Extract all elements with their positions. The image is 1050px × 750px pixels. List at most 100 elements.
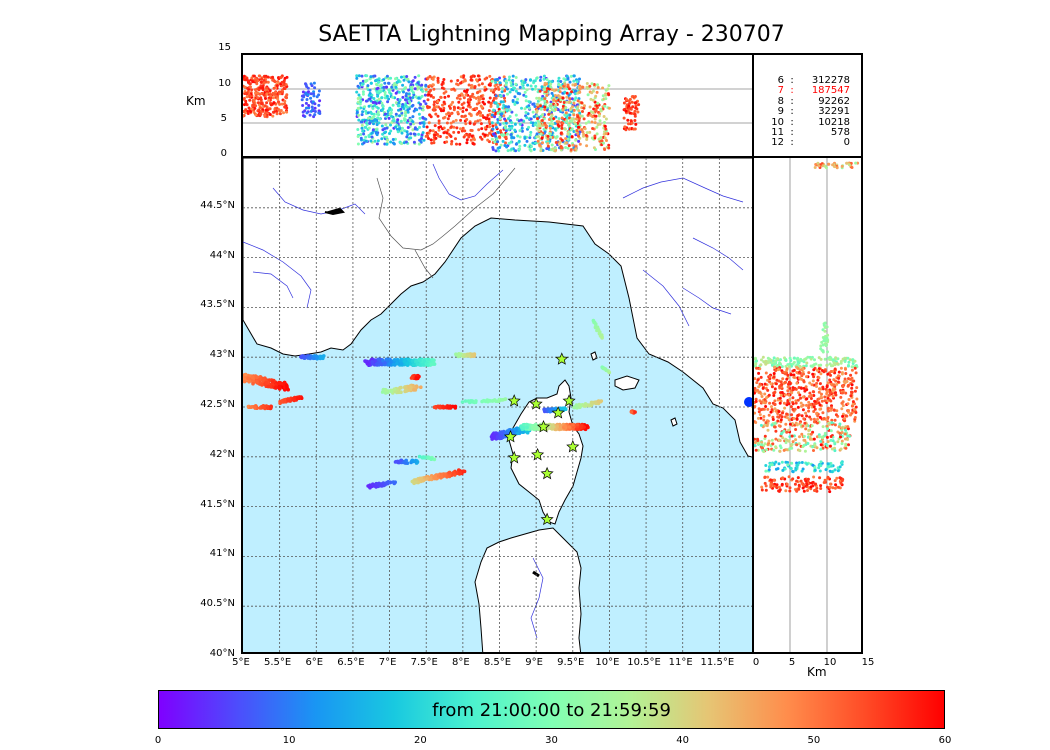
- lat-altitude-source: [774, 467, 778, 471]
- lat-altitude-source: [850, 166, 854, 169]
- altitude-source: [569, 148, 573, 152]
- altitude-source: [586, 87, 589, 90]
- altitude-source: [361, 82, 365, 86]
- altitude-source: [421, 108, 425, 112]
- altitude-source: [391, 88, 395, 92]
- lightning-source: [388, 480, 393, 485]
- altitude-source: [523, 107, 527, 111]
- altitude-source: [368, 97, 372, 101]
- lat-altitude-source: [773, 366, 777, 370]
- lightning-source: [470, 352, 474, 357]
- altitude-source: [550, 80, 554, 84]
- altitude-source: [508, 108, 512, 112]
- altitude-source: [355, 74, 359, 78]
- lat-altitude-source: [812, 390, 816, 394]
- altitude-source: [634, 104, 638, 108]
- altitude-source: [480, 105, 484, 109]
- lat-altitude-source: [775, 364, 779, 367]
- lat-altitude-source: [836, 357, 840, 361]
- lat-altitude-source: [791, 407, 795, 411]
- lat-altitude-source: [828, 358, 832, 361]
- altitude-source: [360, 126, 364, 130]
- colorbar-tick: 10: [282, 735, 296, 746]
- lat-altitude-source: [813, 407, 817, 411]
- altitude-source: [256, 96, 260, 100]
- lat-altitude-source: [825, 363, 829, 367]
- lat-altitude-source: [773, 425, 776, 429]
- altitude-source: [535, 135, 539, 139]
- altitude-source: [421, 131, 425, 135]
- lat-altitude-source: [762, 415, 766, 418]
- altitude-source: [372, 97, 376, 100]
- altitude-source: [574, 147, 578, 151]
- lat-altitude-source: [767, 360, 771, 364]
- altitude-source: [449, 112, 453, 116]
- lat-altitude-source: [825, 325, 829, 329]
- lat-altitude-source: [803, 358, 806, 361]
- altitude-source: [457, 130, 461, 134]
- altitude-source: [357, 118, 361, 122]
- altitude-source: [415, 108, 419, 112]
- altitude-source: [254, 79, 258, 83]
- lightning-source: [550, 423, 555, 428]
- altitude-source: [514, 149, 518, 153]
- lat-altitude-source: [787, 418, 791, 422]
- altitude-source: [455, 96, 459, 100]
- altitude-source: [280, 80, 284, 84]
- altitude-source: [488, 112, 492, 116]
- lat-altitude-source: [795, 423, 799, 427]
- altitude-source: [441, 80, 445, 84]
- altitude-source: [479, 114, 482, 117]
- lat-altitude-source: [826, 407, 830, 411]
- altitude-source: [592, 107, 596, 111]
- lightning-source: [402, 359, 407, 364]
- altitude-source: [550, 115, 553, 119]
- altitude-source: [472, 137, 476, 141]
- lat-altitude-source: [823, 399, 827, 403]
- altitude-source: [535, 109, 539, 113]
- altitude-source: [477, 83, 481, 87]
- lat-altitude-source: [806, 489, 809, 492]
- lat-altitude-source: [785, 412, 789, 416]
- map-panel[interactable]: [241, 156, 754, 654]
- altitude-source: [514, 142, 518, 146]
- altitude-source: [364, 135, 368, 139]
- altitude-source: [509, 84, 513, 87]
- lightning-source: [414, 480, 418, 485]
- altitude-source: [483, 85, 487, 89]
- lat-altitude-source: [823, 321, 827, 325]
- country-border: [376, 167, 516, 251]
- lat-altitude-source: [831, 163, 835, 167]
- lightning-source: [262, 377, 266, 381]
- lat-altitude-source: [853, 359, 857, 363]
- lat-altitude-source: [814, 163, 818, 166]
- altitude-source: [312, 81, 316, 85]
- altitude-source: [560, 146, 564, 150]
- lat-altitude-source: [834, 379, 838, 383]
- altitude-source: [527, 125, 531, 129]
- lat-altitude-source: [754, 391, 756, 395]
- altitude-source: [560, 116, 564, 120]
- altitude-source: [372, 114, 376, 118]
- altitude-source: [535, 96, 539, 100]
- altitude-source: [564, 137, 568, 141]
- lat-altitude-source: [812, 363, 815, 367]
- altitude-source: [520, 129, 524, 133]
- altitude-source: [568, 113, 572, 117]
- altitude-source: [467, 135, 471, 139]
- altitude-source: [387, 97, 391, 101]
- altitude-source: [483, 102, 486, 106]
- altitude-source: [283, 99, 287, 103]
- lat-altitude-source: [809, 485, 813, 489]
- altitude-source: [633, 119, 637, 122]
- altitude-source: [480, 82, 484, 86]
- altitude-source: [518, 92, 522, 96]
- altitude-source: [397, 108, 400, 112]
- altitude-source: [304, 106, 308, 110]
- lat-altitude-source: [855, 386, 859, 390]
- altitude-source: [570, 97, 574, 101]
- lat-altitude-source: [811, 463, 815, 467]
- lat-altitude-source: [804, 385, 808, 389]
- altitude-source: [529, 117, 533, 121]
- lat-altitude-source: [776, 415, 780, 419]
